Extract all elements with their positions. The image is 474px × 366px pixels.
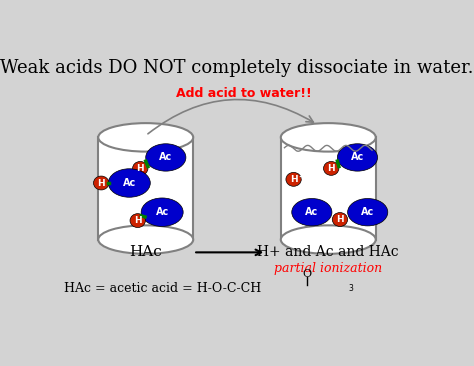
Ellipse shape — [347, 198, 388, 226]
Ellipse shape — [332, 213, 347, 227]
Text: Weak acids DO NOT completely dissociate in water.: Weak acids DO NOT completely dissociate … — [0, 59, 474, 77]
Text: Ac: Ac — [123, 178, 136, 188]
Text: H+ and Ac and HAc: H+ and Ac and HAc — [257, 245, 399, 259]
Ellipse shape — [98, 225, 193, 254]
Text: partial ionization: partial ionization — [274, 262, 383, 275]
Text: HAc = acetic acid = H-O-C-CH: HAc = acetic acid = H-O-C-CH — [64, 283, 261, 295]
Ellipse shape — [281, 225, 376, 254]
Text: Add acid to water!!: Add acid to water!! — [176, 87, 312, 100]
Text: H: H — [137, 164, 144, 173]
Ellipse shape — [98, 123, 193, 152]
FancyArrowPatch shape — [148, 100, 313, 134]
Text: H: H — [134, 216, 142, 225]
Ellipse shape — [130, 214, 146, 228]
Text: $_3$: $_3$ — [348, 283, 355, 295]
Ellipse shape — [337, 144, 378, 171]
Text: +: + — [299, 172, 305, 181]
Text: H: H — [97, 179, 105, 187]
Ellipse shape — [141, 198, 183, 227]
Ellipse shape — [133, 161, 148, 175]
Text: H: H — [336, 215, 344, 224]
Text: H: H — [328, 164, 335, 173]
Text: Ac: Ac — [351, 153, 364, 163]
FancyBboxPatch shape — [281, 137, 376, 240]
Ellipse shape — [93, 176, 109, 190]
Text: Ac: Ac — [159, 153, 173, 163]
Text: Ac: Ac — [361, 207, 374, 217]
Text: H: H — [290, 175, 297, 184]
Text: O: O — [302, 269, 312, 279]
FancyBboxPatch shape — [98, 137, 193, 240]
Ellipse shape — [286, 172, 301, 186]
Text: HAc: HAc — [129, 245, 162, 259]
Ellipse shape — [281, 123, 376, 152]
Ellipse shape — [146, 144, 186, 171]
Ellipse shape — [292, 198, 332, 226]
Ellipse shape — [324, 161, 339, 175]
Ellipse shape — [109, 169, 150, 197]
Text: Ac: Ac — [155, 207, 169, 217]
Text: Ac: Ac — [305, 207, 319, 217]
